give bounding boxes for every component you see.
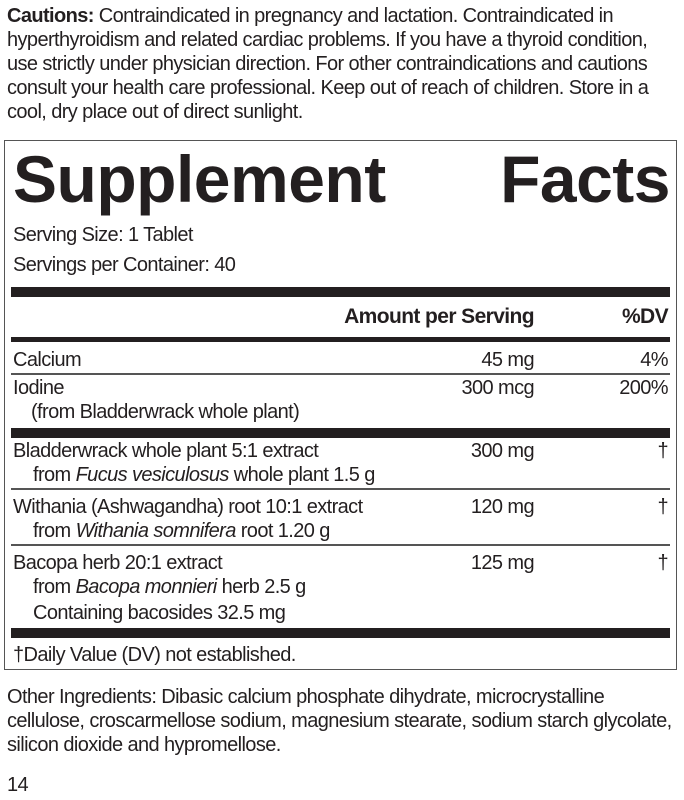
row-dv: †	[657, 440, 668, 462]
cautions-body: Contraindicated in pregnancy and lactati…	[7, 5, 649, 123]
sub-suffix: whole plant 1.5 g	[228, 464, 376, 486]
row-name: Iodine	[13, 377, 65, 399]
row-amount: 300 mcg	[461, 377, 534, 399]
title-word-facts: Facts	[500, 142, 670, 216]
row-subtext: from Fucus vesiculosus whole plant 1.5 g	[13, 463, 375, 487]
row-dv: †	[657, 496, 668, 518]
row-subtext: from Bacopa monnieri herb 2.5 g	[13, 575, 306, 599]
supplement-facts-panel: Supplement Facts Serving Size: 1 Tablet …	[4, 140, 677, 670]
divider-thick	[11, 287, 670, 297]
divider-thin	[11, 544, 670, 546]
sub-suffix: herb 2.5 g	[216, 576, 307, 598]
latin-name: Withania somnifera	[75, 520, 237, 542]
row-amount: 300 mg	[470, 440, 535, 462]
row-name: Withania (Ashwagandha) root 10:1 extract	[13, 496, 363, 518]
sub-prefix: from	[33, 576, 76, 598]
row-name: Bladderwrack whole plant 5:1 extract	[13, 440, 319, 462]
row-amount: 120 mg	[470, 496, 535, 518]
cautions-label: Cautions:	[7, 5, 94, 27]
row-amount: 125 mg	[470, 552, 535, 574]
row-name: Calcium	[13, 349, 82, 371]
divider-thick	[11, 428, 670, 438]
latin-name: Bacopa monnieri	[75, 576, 218, 598]
serving-size: Serving Size: 1 Tablet	[13, 224, 193, 246]
row-dv: 4%	[640, 349, 668, 371]
other-ingredients: Other Ingredients: Dibasic calcium phosp…	[7, 686, 672, 756]
sub-prefix: from	[33, 520, 76, 542]
servings-per-container: Servings per Container: 40	[13, 254, 236, 276]
row-subtext: (from Bladderwrack whole plant)	[31, 401, 300, 423]
divider-thick	[11, 628, 670, 638]
header-dv: %DV	[621, 305, 669, 328]
title-word-supplement: Supplement	[13, 142, 386, 216]
divider-medium	[11, 337, 670, 342]
panel-title: Supplement Facts	[13, 143, 670, 215]
header-amount: Amount per Serving	[344, 305, 534, 328]
row-dv: 200%	[619, 377, 668, 399]
cautions-text: Cautions: Contraindicated in pregnancy a…	[7, 4, 679, 124]
latin-name: Fucus vesiculosus	[75, 464, 230, 486]
page-number: 14	[7, 774, 29, 796]
row-dv: †	[657, 552, 668, 574]
row-subtext: from Withania somnifera root 1.20 g	[13, 519, 330, 543]
divider-thin	[11, 488, 670, 490]
sub-prefix: from	[33, 464, 76, 486]
row-amount: 45 mg	[481, 349, 534, 371]
footnote: †Daily Value (DV) not established.	[13, 644, 296, 666]
sub-suffix: root 1.20 g	[235, 520, 331, 542]
divider-thin	[11, 373, 670, 375]
row-name: Bacopa herb 20:1 extract	[13, 552, 223, 574]
row-subtext-2: Containing bacosides 32.5 mg	[33, 602, 286, 624]
